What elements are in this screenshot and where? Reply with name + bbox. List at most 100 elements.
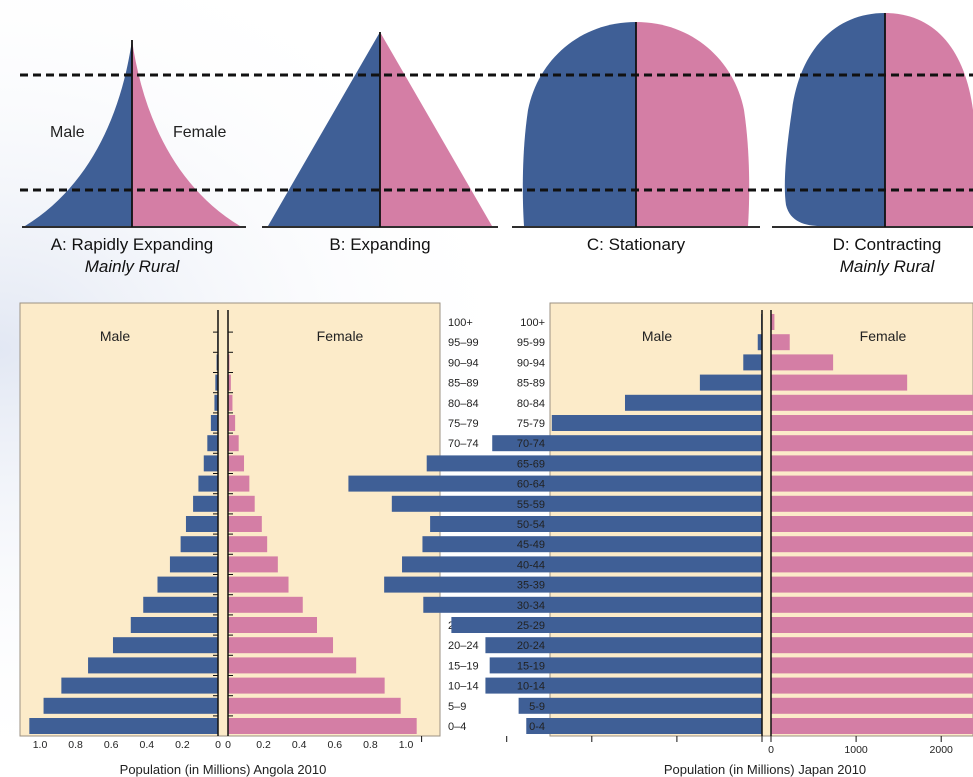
japan-2010-pyramid: Male Female 010002000300040005 0-45-910-… [348,302,973,777]
japan-female-bar [771,556,973,573]
japan-male-bar [402,556,762,573]
angola-female-bar [228,677,385,694]
angola-female-bar [228,394,233,411]
shape-female-label: Female [173,124,226,141]
pyramid-b-male-half [268,32,380,226]
pyramid-shape-a: Male Female A: Rapidly Expanding Mainly … [22,40,246,276]
japan-female-bar [771,637,973,654]
japan-female-bar [771,394,973,411]
angola-female-bar [228,435,239,452]
japan-age-label: 65-69 [517,458,545,470]
japan-male-bar [518,697,762,714]
japan-female-bar [771,576,973,593]
angola-male-bar [61,677,218,694]
angola-female-bar [228,697,401,714]
angola-female-bar [228,657,357,674]
japan-male-bar [451,617,762,633]
japan-age-label: 45-49 [517,539,545,551]
japan-male-bar [757,334,762,351]
angola-age-label: 85–89 [448,378,479,390]
japan-age-label: 70-74 [517,438,545,450]
angola-female-bar [228,374,231,391]
japan-male-bar [551,415,762,431]
angola-age-label: 20–24 [448,640,479,652]
angola-age-label: 10–14 [448,681,479,693]
angola-female-value-tick: 0.8 [363,739,378,751]
japan-male-bar [624,394,762,411]
japan-male-bar [384,576,762,593]
angola-age-label: 15–19 [448,660,479,672]
japan-male-bar [485,677,762,694]
angola-age-label: 5–9 [448,701,466,713]
angola-male-bar [157,576,218,593]
japan-age-label: 100+ [520,317,545,329]
angola-female-label: Female [317,328,364,344]
japan-male-label: Male [642,328,673,344]
angola-male-bar [43,697,219,714]
angola-2010-pyramid: Male Female 1.0 0.8 0.6 0.4 0.2 0 0 0.2 0.4 0.6 0.… [19,302,479,777]
angola-female-value-tick: 0.4 [292,739,307,751]
japan-age-label: 20-24 [517,640,545,652]
pyramid-d-male-half [784,13,885,226]
angola-male-value-tick: 0.8 [68,739,83,751]
angola-male-value-tick: 0.6 [104,739,119,751]
angola-male-bar [29,718,218,734]
japan-age-label: 90-94 [517,357,545,369]
angola-female-bar [228,455,245,472]
japan-female-value-tick: 2000 [930,744,954,756]
japan-female-bar [771,657,973,674]
japan-male-bar [348,475,762,492]
angola-age-label: 0–4 [448,721,466,733]
pyramid-d-female-half [885,13,973,226]
pyramid-d-label: D: Contracting [833,235,942,254]
angola-male-label: Male [100,328,131,344]
angola-female-bar [228,596,303,613]
shape-male-label: Male [50,124,85,141]
angola-age-label: 80–84 [448,398,479,410]
japan-age-label: 80-84 [517,398,545,410]
japan-age-label: 35-39 [517,580,545,592]
japan-female-bar [771,617,973,633]
japan-age-label: 5-9 [529,701,545,713]
angola-male-value-tick: 1.0 [33,739,48,751]
japan-female-bar [771,536,973,553]
japan-male-bar [423,596,762,613]
japan-female-bar [771,455,973,472]
angola-female-value-tick: 0 [225,739,231,751]
angola-female-bar [228,475,250,492]
japan-age-label: 60-64 [517,479,545,491]
japan-female-bar [771,334,790,351]
japan-female-label: Female [860,328,907,344]
angola-female-bar [228,495,255,512]
japan-age-label: 55-59 [517,499,545,511]
angola-female-bar [228,718,417,734]
angola-female-value-tick: 0.6 [327,739,342,751]
angola-male-bar [169,556,218,573]
japan-age-label: 25-29 [517,620,545,632]
japan-female-bar [771,718,973,734]
angola-male-bar [185,516,218,532]
pyramid-a-female-half [132,40,240,226]
pyramid-b-female-half [380,32,492,226]
angola-female-value-tick: 0.2 [256,739,271,751]
pyramid-c-male-half [522,22,636,226]
japan-male-bar [492,435,762,452]
japan-male-bar [391,495,762,512]
japan-female-bar [771,596,973,613]
angola-age-label: 90–94 [448,357,479,369]
angola-female-bar [228,536,268,553]
angola-male-bar [193,495,218,512]
japan-female-bar [771,516,973,532]
angola-female-bar [228,637,334,654]
angola-male-bar [203,455,218,472]
pyramid-shape-d: D: Contracting Mainly Rural [772,13,973,276]
angola-female-bar [228,576,289,593]
angola-male-value-tick: 0.4 [139,739,154,751]
japan-female-bar [771,495,973,512]
pyramid-c-label: C: Stationary [587,235,686,254]
angola-age-label: 75–79 [448,418,479,430]
japan-age-label: 30-34 [517,600,545,612]
japan-age-label: 50-54 [517,519,545,531]
japan-female-bar [771,697,973,714]
